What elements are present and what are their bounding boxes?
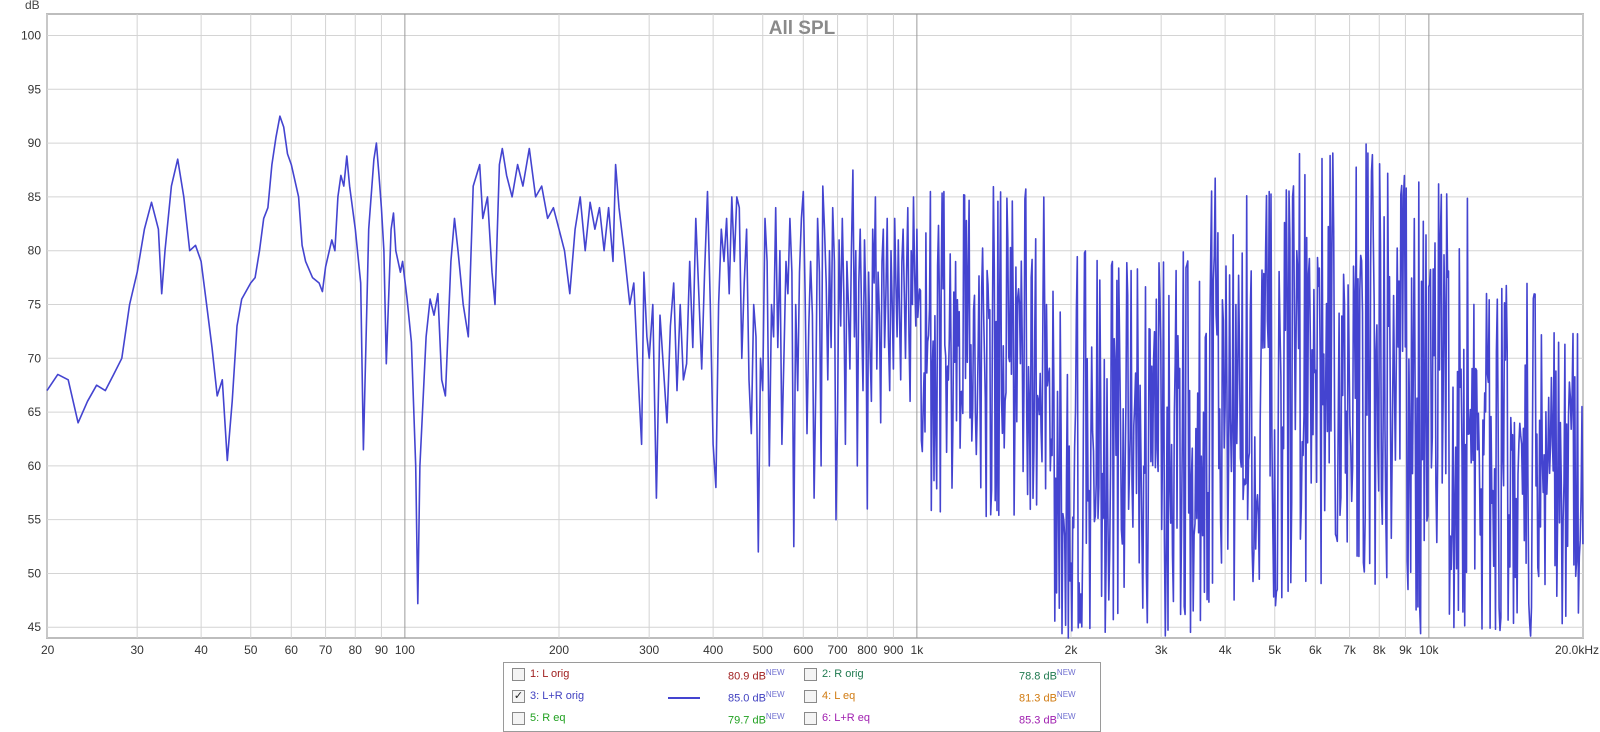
legend-checkbox-r-orig[interactable] bbox=[804, 668, 817, 681]
x-tick-label: 300 bbox=[639, 643, 659, 657]
series-line-lr-orig bbox=[46, 115, 1584, 639]
y-tick-label: 60 bbox=[28, 459, 42, 473]
legend-value-r-orig: 78.8 dBNEW bbox=[1019, 668, 1076, 683]
x-tick-label: 8k bbox=[1373, 643, 1387, 657]
legend-checkbox-l-orig[interactable] bbox=[512, 668, 525, 681]
legend-value-lr-eq: 85.3 dBNEW bbox=[1019, 712, 1076, 727]
legend-row-3: 5: R eq 79.7 dBNEW 6: L+R eq 85.3 dBNEW bbox=[504, 708, 1100, 730]
x-tick-label: 3k bbox=[1155, 643, 1169, 657]
x-tick-label: 30 bbox=[130, 643, 144, 657]
legend-checkbox-lr-orig[interactable]: ✓ bbox=[512, 690, 525, 703]
x-tick-label: 800 bbox=[857, 643, 877, 657]
legend-value-lr-orig: 85.0 dBNEW bbox=[728, 690, 785, 705]
legend-checkbox-l-eq[interactable] bbox=[804, 690, 817, 703]
legend-row-1: 1: L orig 80.9 dBNEW 2: R orig 78.8 dBNE… bbox=[504, 664, 1100, 686]
y-tick-label: 50 bbox=[28, 566, 42, 580]
legend-value-l-orig: 80.9 dBNEW bbox=[728, 668, 785, 683]
x-tick-label: 10k bbox=[1419, 643, 1439, 657]
y-tick-label: 95 bbox=[28, 82, 42, 96]
x-tick-label: 50 bbox=[244, 643, 258, 657]
x-tick-label: 700 bbox=[828, 643, 848, 657]
legend-checkbox-r-eq[interactable] bbox=[512, 712, 525, 725]
x-tick-label: 90 bbox=[375, 643, 389, 657]
legend-label-r-orig: 2: R orig bbox=[822, 668, 864, 680]
legend-label-lr-orig: 3: L+R orig bbox=[530, 690, 585, 702]
chart-title: All SPL bbox=[769, 18, 836, 39]
y-tick-label: 75 bbox=[28, 297, 42, 311]
spl-chart: 100 95 90 85 80 75 70 65 60 55 50 45 20 30 40 50 60 70 80… bbox=[21, 0, 1599, 657]
y-tick-label: 70 bbox=[28, 351, 42, 365]
x-tick-label: 20 bbox=[41, 643, 55, 657]
y-tick-label: 85 bbox=[28, 190, 42, 204]
series-layer bbox=[46, 115, 1584, 639]
x-tick-label: 6k bbox=[1309, 643, 1323, 657]
x-tick-label: 40 bbox=[194, 643, 208, 657]
legend-label-l-orig: 1: L orig bbox=[530, 668, 570, 680]
legend-value-r-eq: 79.7 dBNEW bbox=[728, 712, 785, 727]
x-tick-label: 200 bbox=[549, 643, 569, 657]
x-tick-label: 900 bbox=[883, 643, 903, 657]
legend-label-r-eq: 5: R eq bbox=[530, 712, 566, 724]
y-tick-label: 100 bbox=[21, 29, 41, 43]
x-tick-label: 80 bbox=[349, 643, 363, 657]
legend-label-l-eq: 4: L eq bbox=[822, 690, 856, 702]
x-tick-label: 20.0kHz bbox=[1555, 643, 1599, 657]
x-tick-label: 9k bbox=[1399, 643, 1413, 657]
x-tick-label: 500 bbox=[753, 643, 773, 657]
x-tick-labels: 20 30 40 50 60 70 80 90 100 200 300 400 500 600 700 800… bbox=[41, 643, 1599, 657]
x-tick-label: 1k bbox=[911, 643, 925, 657]
legend-value-l-eq: 81.3 dBNEW bbox=[1019, 690, 1076, 705]
x-tick-label: 100 bbox=[395, 643, 415, 657]
legend-checkbox-lr-eq[interactable] bbox=[804, 712, 817, 725]
y-tick-labels: 100 95 90 85 80 75 70 65 60 55 50 45 bbox=[21, 29, 41, 635]
legend-panel: 1: L orig 80.9 dBNEW 2: R orig 78.8 dBNE… bbox=[503, 662, 1101, 732]
x-tick-label: 7k bbox=[1343, 643, 1357, 657]
legend-row-2: ✓ 3: L+R orig 85.0 dBNEW 4: L eq 81.3 dB… bbox=[504, 686, 1100, 708]
y-axis-label: dB bbox=[25, 0, 40, 12]
y-tick-label: 55 bbox=[28, 513, 42, 527]
x-tick-label: 60 bbox=[285, 643, 299, 657]
x-tick-label: 400 bbox=[703, 643, 723, 657]
y-tick-label: 45 bbox=[28, 620, 42, 634]
x-tick-label: 70 bbox=[319, 643, 333, 657]
x-tick-label: 600 bbox=[793, 643, 813, 657]
legend-label-lr-eq: 6: L+R eq bbox=[822, 712, 871, 724]
x-tick-label: 2k bbox=[1065, 643, 1079, 657]
y-tick-label: 65 bbox=[28, 405, 42, 419]
x-tick-label: 5k bbox=[1268, 643, 1282, 657]
y-tick-label: 80 bbox=[28, 244, 42, 258]
legend-line-swatch bbox=[668, 697, 700, 699]
x-tick-label: 4k bbox=[1219, 643, 1233, 657]
y-tick-label: 90 bbox=[28, 136, 42, 150]
